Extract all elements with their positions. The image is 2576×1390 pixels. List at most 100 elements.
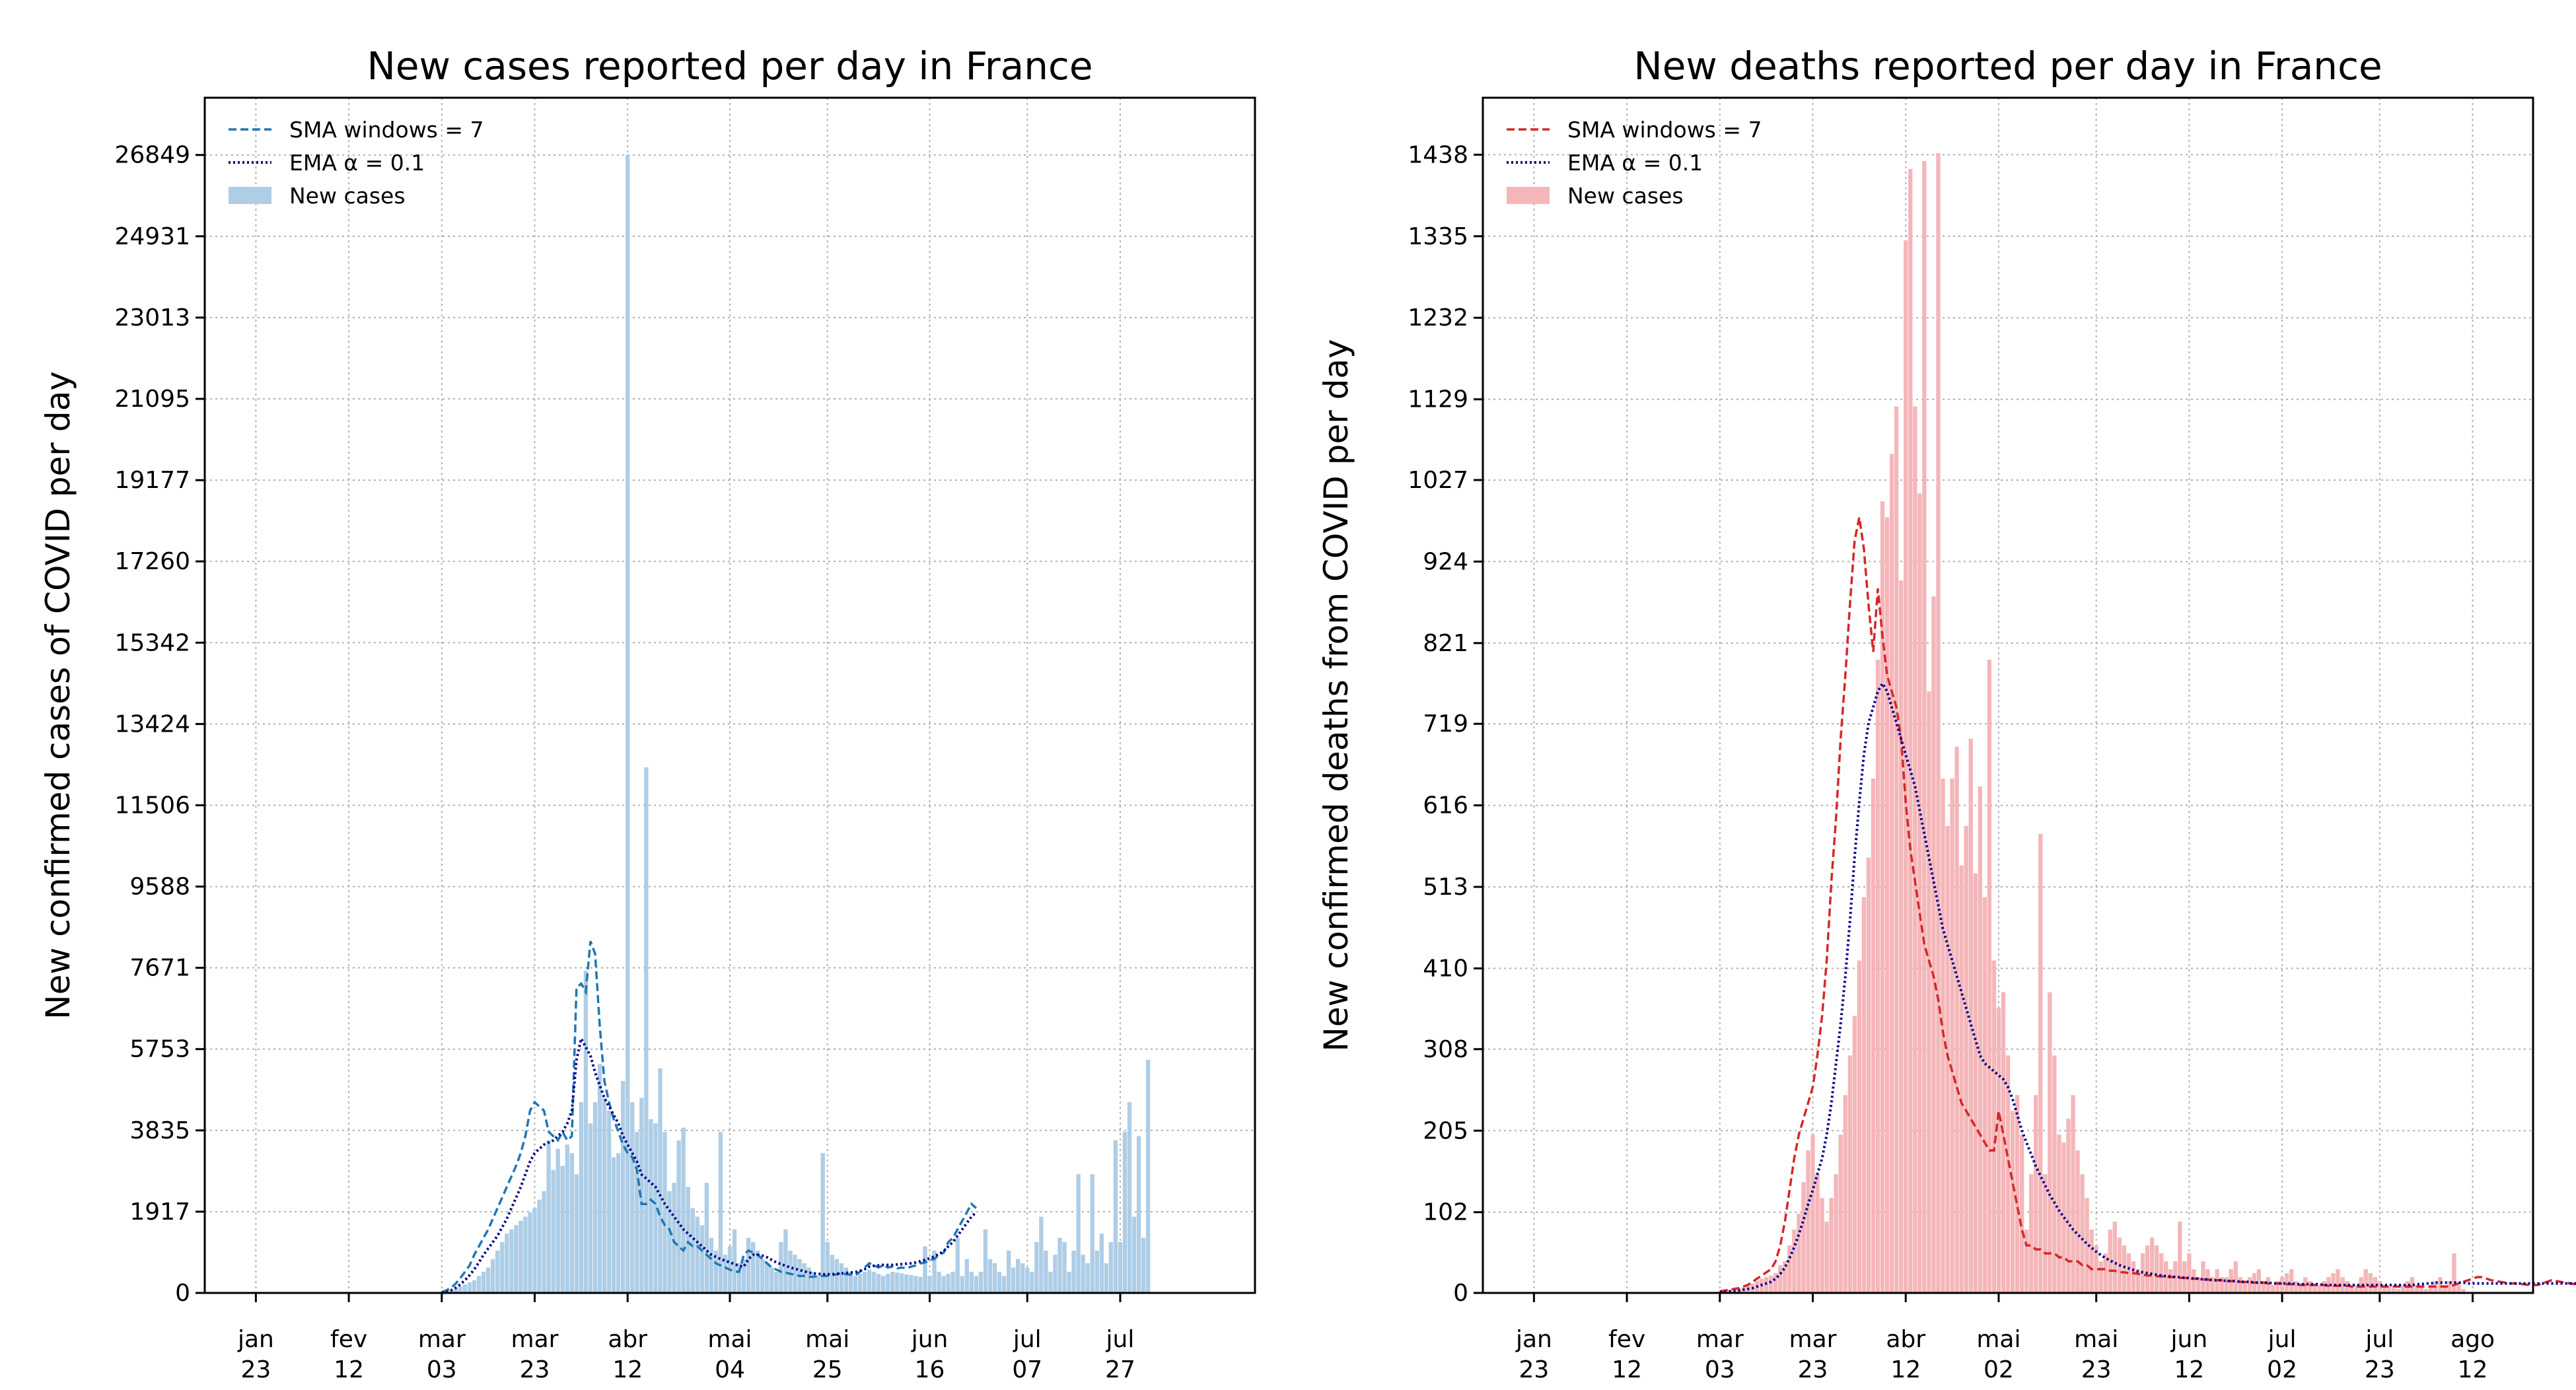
y-tick-label: 513 [1423,874,1468,901]
bar [1922,160,1927,1293]
bar [2443,1285,2447,1293]
bar [2094,1245,2098,1293]
bar [941,1276,946,1293]
bar [2057,1134,2061,1293]
plot-frame [1482,96,2534,1294]
bar [909,1275,913,1293]
x-tick-label-month: jul [1013,1326,1042,1353]
bar [2345,1281,2349,1293]
bar [514,1225,519,1293]
bar [695,1216,699,1293]
y-tick-label: 719 [1423,711,1468,738]
bar [774,1271,779,1293]
bar [653,1123,658,1293]
bar [448,1290,454,1293]
bar [2279,1277,2285,1293]
bar [1783,1261,1787,1293]
bar [1006,1250,1011,1293]
bar [592,1102,598,1293]
bar [542,1191,546,1293]
bar [1048,1271,1053,1293]
legend-ema-label: EMA α = 0.1 [289,150,425,176]
bar [621,1081,626,1293]
x-tick-label-day: 12 [612,1356,643,1383]
bar [2080,1174,2085,1293]
bar [732,1229,737,1293]
bar [983,1229,988,1293]
bar [2010,1111,2015,1293]
bar [1067,1271,1071,1293]
bar [551,1169,555,1293]
x-tick-label-month: fev [330,1326,367,1353]
bar [1996,1008,2001,1293]
bar [2247,1277,2252,1293]
bar [1778,1265,1783,1293]
bar [1122,1132,1127,1293]
bar [611,1157,616,1293]
bar [2294,1281,2299,1293]
bar [2363,1269,2368,1293]
y-tick-label: 1335 [1408,223,1468,250]
bar [1968,738,1973,1293]
bar [843,1267,849,1293]
bar [2103,1253,2108,1293]
bar [2429,1285,2433,1293]
x-tick-label-day: 12 [334,1356,364,1383]
x-tick-label-month: jan [1515,1326,1552,1353]
bar [2284,1273,2289,1293]
bar [569,1153,574,1293]
bar [2043,1174,2048,1293]
bar [662,1132,667,1293]
bar [1131,1216,1137,1293]
bar [1964,825,1968,1293]
bar [1824,1222,1829,1293]
bar [2154,1245,2159,1293]
bar [1071,1250,1076,1293]
bar [802,1263,806,1293]
y-tick-label: 924 [1423,548,1468,575]
bar [658,1068,662,1293]
bar [2289,1269,2294,1293]
x-tick-label-day: 23 [240,1356,271,1383]
bar [2368,1273,2373,1293]
bar [788,1250,793,1293]
bar [992,1263,997,1293]
bar [1025,1267,1030,1293]
bar [1861,897,1867,1293]
chart-title: New deaths reported per day in France [1633,44,2382,88]
x-tick-label-day: 23 [2365,1356,2395,1383]
bar [2317,1285,2322,1293]
bar [1917,493,1922,1293]
bar [937,1271,941,1293]
bar [1094,1250,1099,1293]
bar [825,1241,830,1293]
bar [886,1274,890,1293]
bar [2001,992,2006,1293]
bar [1838,1134,1843,1293]
bar [523,1216,528,1293]
bar [881,1276,886,1293]
bar [2048,992,2052,1293]
bar [955,1237,960,1293]
bar [2340,1277,2345,1293]
bar [718,1132,723,1293]
bar [1016,1259,1020,1293]
y-tick-label: 1917 [129,1199,190,1226]
y-tick-label: 17260 [114,548,190,575]
deaths-bars [1717,153,2466,1294]
bar [769,1267,774,1293]
x-tick-label-day: 23 [1798,1356,1828,1383]
bar [1030,1271,1034,1293]
y-tick-label: 13424 [114,711,190,738]
bar [602,1097,607,1293]
bar [1081,1255,1085,1293]
bar [2029,1174,2034,1293]
bar [2354,1285,2359,1293]
bar [760,1259,765,1293]
bar [588,1123,593,1293]
x-tick-label-day: 02 [2267,1356,2297,1383]
bar [532,1208,537,1293]
bar [2224,1277,2229,1293]
y-tick-label: 7671 [129,955,190,982]
bar [960,1276,964,1293]
